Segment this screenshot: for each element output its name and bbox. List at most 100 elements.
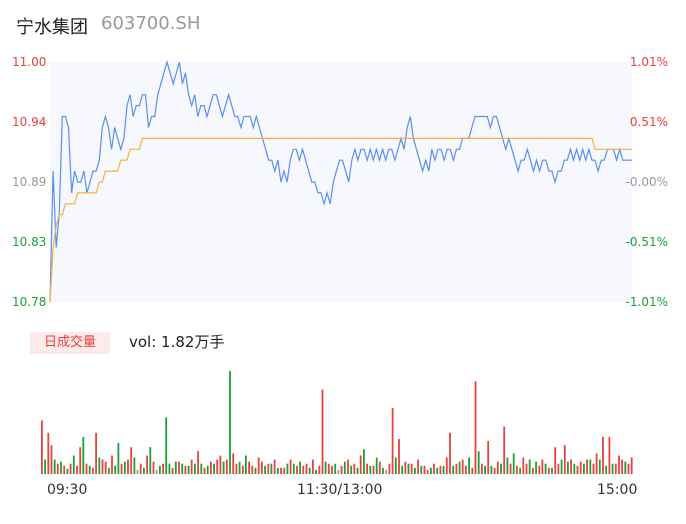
volume-bar	[206, 465, 209, 474]
volume-badge[interactable]: 日成交量	[30, 332, 110, 354]
volume-chart	[41, 371, 633, 475]
volume-bar	[63, 465, 66, 474]
volume-bar	[130, 447, 133, 474]
volume-bar	[414, 467, 416, 474]
volume-bar	[108, 467, 110, 474]
volume-bar	[461, 459, 464, 474]
volume-bar	[178, 461, 180, 474]
volume-bar	[225, 459, 228, 474]
volume-bar	[120, 463, 123, 474]
volume-bar	[598, 459, 601, 474]
volume-bar	[496, 461, 499, 474]
volume-bar	[139, 463, 142, 474]
volume-bar	[363, 449, 365, 474]
volume-bar	[484, 465, 486, 474]
volume-bar	[503, 426, 506, 474]
volume-bar	[449, 432, 451, 474]
volume-bar	[168, 463, 171, 474]
volume-bar	[586, 459, 588, 474]
volume-bar	[165, 417, 168, 475]
volume-bar	[117, 443, 120, 474]
volume-bar	[589, 459, 592, 474]
volume-bar	[334, 463, 337, 474]
volume-bar	[324, 461, 327, 474]
price-tick-label: 11.00	[12, 55, 47, 69]
volume-bar	[512, 453, 515, 474]
volume-bar	[88, 465, 91, 474]
volume-bar	[388, 463, 391, 474]
volume-bar	[547, 467, 550, 474]
volume-bar	[155, 469, 158, 474]
volume-bar	[382, 467, 384, 474]
volume-bar	[554, 447, 557, 474]
volume-bar	[343, 461, 346, 474]
volume-bar	[560, 459, 563, 474]
volume-bar	[378, 461, 381, 474]
price-tick-label: 10.78	[12, 295, 47, 309]
volume-bar	[104, 461, 107, 474]
volume-bar	[509, 463, 512, 474]
volume-bar	[359, 455, 362, 474]
volume-bar	[487, 441, 490, 474]
volume-bar	[56, 463, 59, 474]
volume-bar	[190, 459, 193, 474]
volume-bar	[468, 457, 470, 474]
volume-bar	[85, 463, 88, 474]
volume-bar	[159, 465, 161, 474]
volume-bar	[430, 467, 432, 474]
volume-bar	[375, 457, 378, 474]
volume-bar	[401, 465, 404, 474]
volume-bar	[171, 467, 174, 474]
volume-bar	[47, 432, 50, 474]
volume-bar	[570, 459, 572, 474]
volume-bar	[315, 469, 317, 474]
volume-bar	[410, 463, 413, 474]
volume-bar	[95, 432, 97, 474]
volume-bar	[308, 467, 311, 474]
percent-tick-label: -0.51%	[625, 235, 668, 249]
volume-bar	[423, 465, 426, 474]
volume-bar	[614, 463, 617, 474]
x-tick-close: 15:00	[597, 482, 638, 498]
volume-bar	[535, 461, 537, 474]
volume-bar	[579, 461, 582, 474]
volume-bar	[98, 457, 101, 474]
volume-bar	[522, 457, 525, 474]
volume-bar	[541, 459, 544, 474]
volume-bar	[235, 463, 238, 474]
volume-bar	[184, 465, 187, 474]
volume-bar	[583, 463, 585, 474]
volume-bar	[318, 465, 321, 474]
volume-bar	[136, 469, 139, 474]
volume-bar	[436, 467, 439, 474]
volume-bar	[41, 420, 43, 474]
volume-bar	[273, 459, 276, 474]
volume-bar	[624, 461, 627, 474]
volume-bar	[69, 463, 72, 474]
volume-bar	[595, 453, 598, 474]
volume-bar	[146, 455, 148, 474]
volume-bar	[417, 459, 419, 474]
stock-name: 宁水集团	[16, 17, 88, 38]
volume-bar	[356, 467, 359, 474]
volume-bar	[286, 463, 289, 474]
volume-bar	[213, 463, 215, 474]
volume-bar	[149, 447, 152, 474]
price-tick-label: 10.83	[12, 235, 47, 249]
volume-bar	[197, 451, 199, 474]
volume-bar	[455, 463, 458, 474]
volume-bar	[573, 463, 576, 474]
volume-bar	[500, 463, 502, 474]
volume-bar	[385, 469, 388, 474]
volume-bar	[111, 455, 113, 474]
volume-bar	[538, 465, 541, 474]
volume-bar	[181, 463, 184, 474]
volume-readout: vol: 1.82万手	[129, 333, 225, 351]
volume-bar	[82, 436, 85, 474]
volume-bar	[289, 459, 292, 474]
volume-bar	[407, 463, 410, 474]
volume-bar	[216, 459, 219, 474]
volume-bar	[506, 457, 509, 474]
volume-bar	[50, 445, 53, 474]
